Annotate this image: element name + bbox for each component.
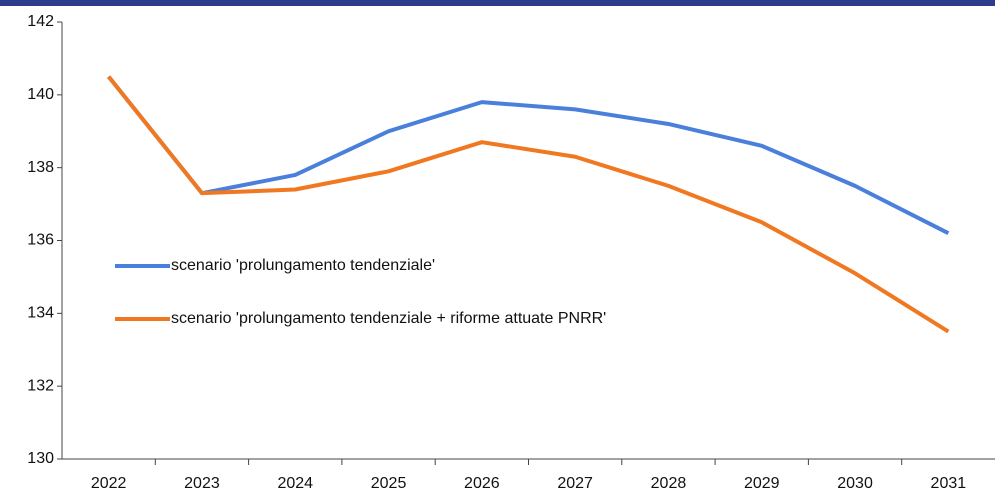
x-tick-label: 2027 [557,475,593,492]
y-tick-label: 140 [27,86,54,103]
x-tick-label: 2029 [744,475,780,492]
y-tick-label: 142 [27,13,54,30]
x-tick-label: 2022 [91,475,127,492]
x-tick-label: 2030 [837,475,873,492]
x-tick-label: 2025 [371,475,407,492]
series-line [107,75,950,334]
top-band [0,0,995,6]
series-line [107,75,950,236]
x-tick-label: 2031 [931,475,967,492]
x-tick-label: 2028 [651,475,687,492]
x-tick-label: 2023 [184,475,220,492]
x-tick-label: 2024 [277,475,313,492]
y-tick-label: 138 [27,159,54,176]
y-tick-label: 136 [27,232,54,249]
legend-label: scenario 'prolungamento tendenziale + ri… [171,310,606,327]
y-tick-label: 130 [27,450,54,467]
x-tick-label: 2026 [464,475,500,492]
legend-label: scenario 'prolungamento tendenziale' [171,257,435,274]
y-tick-label: 132 [27,377,54,394]
y-tick-label: 134 [27,305,54,322]
